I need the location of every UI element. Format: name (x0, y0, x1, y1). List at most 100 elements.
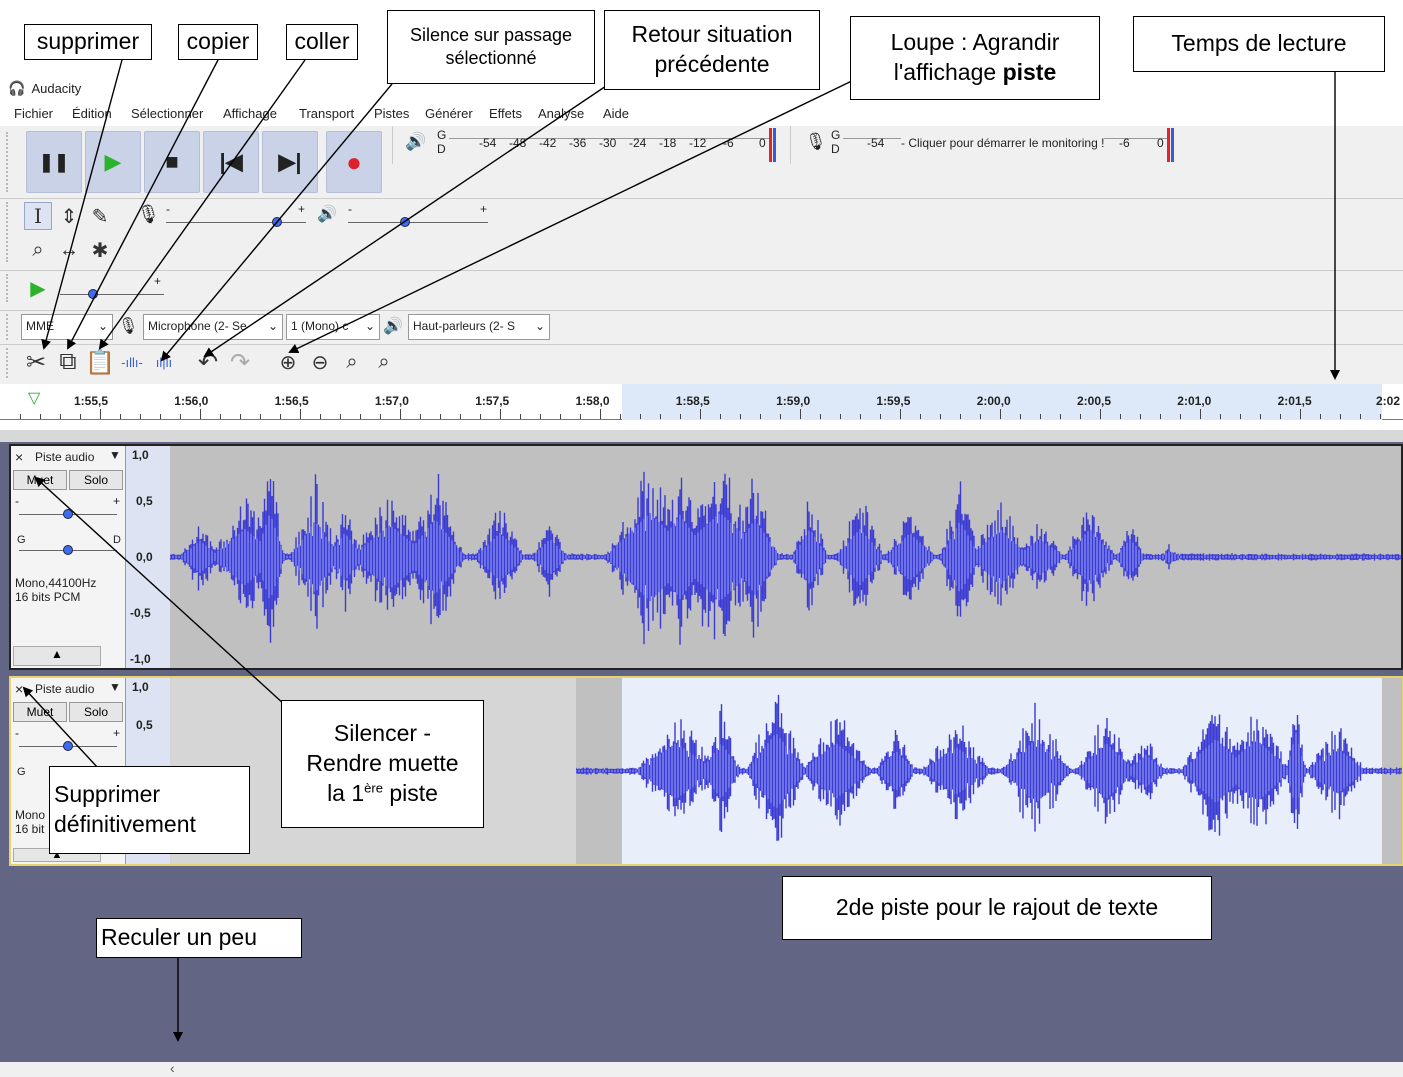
meter-tick: -6 (723, 136, 734, 150)
menu-fichier[interactable]: Fichier (14, 106, 54, 121)
solo-button[interactable]: Solo (69, 470, 123, 490)
triangle-down-icon[interactable]: ▽ (28, 390, 41, 407)
recording-volume-slider[interactable] (166, 222, 306, 223)
recording-device-select[interactable]: Microphone (2- Se ⌄ (143, 314, 283, 340)
waveform-track-2[interactable] (576, 678, 1402, 864)
recording-volume-knob[interactable] (272, 217, 282, 227)
audio-track-1[interactable]: × Piste audio ▼ Muet Solo - + G D Mono,4… (9, 444, 1403, 670)
meter-tick: -30 (599, 136, 617, 150)
selection-highlight (622, 384, 1382, 420)
horizontal-scrollbar[interactable]: ‹ (0, 1060, 1403, 1077)
meter-tick: -54 (867, 136, 885, 150)
time-shift-tool[interactable]: ↔ (55, 236, 83, 264)
mute-button[interactable]: Muet (13, 470, 67, 490)
trim-button[interactable]: -ıllı- (118, 348, 146, 376)
slider-minus: - (348, 202, 352, 216)
fit-project-icon: ⌕ (378, 350, 390, 373)
fit-project-button[interactable]: ⌕ (370, 348, 398, 376)
solo-button[interactable]: Solo (69, 702, 123, 722)
dropdown-arrow-icon[interactable]: ▼ (109, 448, 121, 462)
app-title: Audacity (31, 80, 82, 96)
record-button[interactable]: ● (326, 131, 382, 193)
annotation-temps: Temps de lecture (1133, 16, 1385, 72)
meter-tick: -54 (479, 136, 497, 150)
play-at-speed-button[interactable]: ▶ (24, 274, 52, 302)
paste-button[interactable]: 📋 (85, 348, 115, 376)
track-name[interactable]: Piste audio (35, 450, 95, 464)
menu-effets[interactable]: Effets (489, 106, 523, 121)
mute-button[interactable]: Muet (13, 702, 67, 722)
headphones-icon: 🎧 (8, 79, 26, 96)
playback-volume-knob[interactable] (400, 217, 410, 227)
annotation-copier: copier (178, 24, 258, 60)
selection-tool[interactable]: I (24, 202, 52, 230)
channels-select[interactable]: 1 (Mono) c ⌄ (286, 314, 380, 340)
play-speed-knob[interactable] (88, 289, 98, 299)
tracks-area[interactable]: × Piste audio ▼ Muet Solo - + G D Mono,4… (0, 430, 1403, 1062)
silence-audio-icon: ıl|lı (155, 354, 173, 370)
silence-button[interactable]: ıl|lı (150, 348, 178, 376)
annotation-supprimer: supprimer (24, 24, 152, 60)
cut-button[interactable]: ✂ (22, 348, 50, 376)
redo-button[interactable]: ↷ (226, 348, 254, 376)
envelope-tool[interactable]: ⇕ (55, 202, 83, 230)
playback-device-select[interactable]: Haut-parleurs (2- S ⌄ (408, 314, 550, 340)
skip-end-button[interactable]: ▶| (262, 131, 318, 193)
timeline-tick-label: 2:00,0 (976, 394, 1011, 408)
timeline-ruler[interactable]: ▽ 1:55,5 1:56,0 1:56,5 1:57,0 1:57,5 1:58,0 1:… (0, 384, 1403, 420)
gain-knob[interactable] (63, 509, 73, 519)
play-speed-slider[interactable] (60, 294, 164, 295)
playback-meter[interactable]: 🔊 G D -54 -48 -42 -36 -30 -24 -18 -12 -6… (392, 126, 782, 164)
timeline-tick-label: 1:57,5 (475, 394, 510, 408)
close-icon[interactable]: × (15, 449, 24, 465)
multi-tool[interactable]: ✱ (86, 236, 114, 264)
redo-icon: ↷ (229, 348, 251, 376)
microphone-icon: 🎙 (805, 132, 827, 151)
undo-button[interactable]: ↶ (194, 348, 222, 376)
timeline-tick-label: 1:59,0 (776, 394, 811, 408)
waveform-track-1[interactable] (170, 446, 1401, 668)
menu-affichage[interactable]: Affichage (223, 106, 277, 121)
stop-button[interactable]: ■ (144, 131, 200, 193)
menu-generer[interactable]: Générer (425, 106, 473, 121)
annotation-seconde-piste: 2de piste pour le rajout de texte (782, 876, 1212, 940)
timeline-tick-label: 2:02 (1376, 394, 1401, 408)
clipboard-icon: 📋 (85, 348, 115, 376)
track-name[interactable]: Piste audio (35, 682, 95, 696)
collapse-button[interactable]: ▲ (13, 646, 101, 666)
play-icon: ▶ (104, 149, 122, 174)
play-icon: ▶ (30, 277, 46, 300)
menu-analyse[interactable]: Analyse (538, 106, 585, 121)
pause-button[interactable]: ❚❚ (26, 131, 82, 193)
zoom-out-button[interactable]: ⊖ (306, 348, 334, 376)
playback-volume-slider[interactable] (348, 222, 488, 223)
recording-meter[interactable]: 🎙 G D -54 - Cliquer pour démarrer le mon… (790, 126, 1180, 164)
menu-selectionner[interactable]: Sélectionner (131, 106, 204, 121)
dropdown-arrow-icon[interactable]: ▼ (109, 680, 121, 694)
meter-tick: -12 (689, 136, 707, 150)
draw-tool[interactable]: ✎ (86, 202, 114, 230)
close-icon[interactable]: × (15, 681, 24, 697)
menu-transport[interactable]: Transport (299, 106, 355, 121)
gain-minus: - (15, 494, 19, 508)
scroll-left-arrow[interactable]: ‹ (170, 1060, 175, 1076)
audio-host-select[interactable]: MME ⌄ (21, 314, 113, 340)
skip-start-button[interactable]: |◀ (203, 131, 259, 193)
copy-button[interactable]: ⧉ (54, 348, 82, 376)
zoom-out-icon: ⊖ (311, 351, 329, 374)
fit-selection-button[interactable]: ⌕ (338, 348, 366, 376)
zoom-in-button[interactable]: ⊕ (274, 348, 302, 376)
meter-channel-left: G (437, 128, 447, 142)
monitoring-prompt[interactable]: - Cliquer pour démarrer le monitoring ! (901, 136, 1105, 150)
play-button[interactable]: ▶ (85, 131, 141, 193)
pan-right: D (113, 534, 121, 546)
timeline-tick-label: 2:00,5 (1077, 394, 1112, 408)
gain-knob[interactable] (63, 741, 73, 751)
menu-edition[interactable]: Édition (72, 106, 112, 121)
timeline-tick-label: 2:01,5 (1277, 394, 1312, 408)
menu-aide[interactable]: Aide (603, 106, 630, 121)
pan-knob[interactable] (63, 545, 73, 555)
zoom-tool[interactable]: ⌕ (24, 236, 52, 264)
menu-pistes[interactable]: Pistes (374, 106, 410, 121)
pencil-icon: ✎ (91, 205, 109, 228)
